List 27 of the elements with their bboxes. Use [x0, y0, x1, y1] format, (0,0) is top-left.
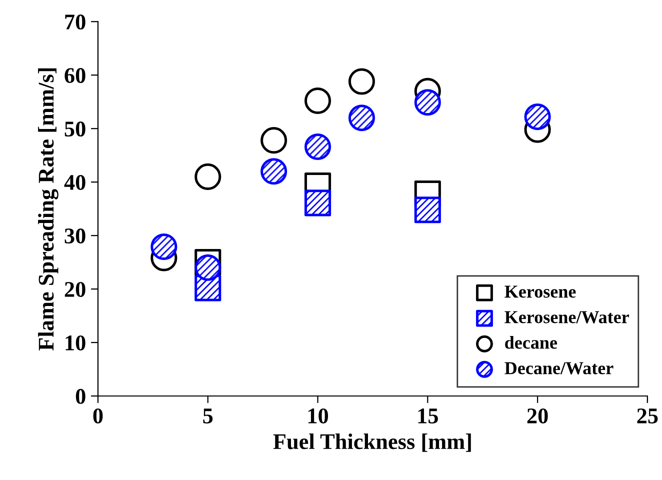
y-tick-label: 50: [64, 122, 86, 136]
y-axis-title: Flame Spreading Rate [mm/s]: [38, 68, 58, 350]
x-tick-label: 25: [637, 408, 658, 424]
legend-label: decane: [505, 336, 558, 349]
point: [414, 196, 441, 224]
x-tick-label: 10: [308, 408, 328, 424]
point: [260, 127, 288, 154]
x-tick-label: 15: [418, 408, 438, 424]
x-tick-label: 20: [527, 408, 548, 424]
x-tick-label: 0: [93, 408, 103, 424]
y-tick-label: 30: [64, 228, 86, 244]
point: [348, 68, 375, 95]
y-tick-label: 0: [76, 388, 86, 404]
x-axis-title: Fuel Thickness [mm]: [273, 434, 471, 452]
legend-label: Kerosene/Water: [504, 311, 629, 324]
y-tick-label: 40: [64, 174, 86, 190]
y-tick-label: 20: [64, 282, 86, 297]
point: [194, 274, 222, 302]
y-tick-label: 60: [64, 68, 86, 84]
point: [194, 163, 222, 190]
point: [304, 87, 332, 114]
x-tick-label: 5: [203, 408, 213, 424]
y-tick-label: 70: [65, 14, 86, 30]
legend-label: Decane/Water: [504, 362, 614, 374]
y-tick-label: 10: [66, 335, 86, 350]
legend-label: Kerosene: [504, 286, 576, 298]
point: [304, 190, 332, 216]
